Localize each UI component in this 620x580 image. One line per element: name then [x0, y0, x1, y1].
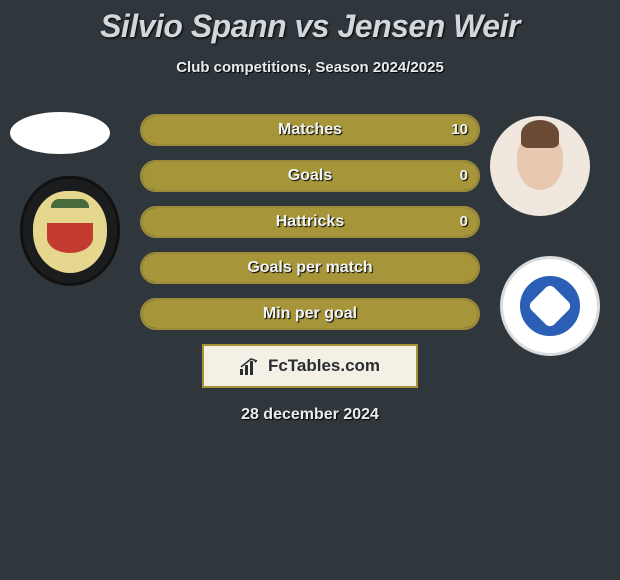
stat-bar: Min per goal [140, 298, 480, 330]
player-right-photo [490, 116, 590, 216]
face-icon [517, 134, 563, 190]
stat-label: Min per goal [142, 300, 478, 328]
watermark-badge: FcTables.com [202, 344, 418, 388]
stat-value-right: 10 [451, 116, 468, 144]
stat-value-right: 0 [460, 208, 468, 236]
stat-bar: Goals per match [140, 252, 480, 284]
comparison-title: Silvio Spann vs Jensen Weir [0, 0, 620, 45]
wrexham-crest-icon [33, 191, 107, 273]
stat-value-right: 0 [460, 162, 468, 190]
club-badge-left [20, 176, 120, 286]
stat-label: Goals [142, 162, 478, 190]
stat-label: Matches [142, 116, 478, 144]
stat-bar: Hattricks0 [140, 206, 480, 238]
comparison-subtitle: Club competitions, Season 2024/2025 [0, 59, 620, 76]
stat-label: Hattricks [142, 208, 478, 236]
chart-icon [240, 357, 262, 375]
player-left-photo [10, 112, 110, 154]
comparison-date: 28 december 2024 [0, 406, 620, 424]
club-badge-right [500, 256, 600, 356]
stat-label: Goals per match [142, 254, 478, 282]
watermark-text: FcTables.com [268, 356, 380, 376]
comparison-content: Matches10Goals0Hattricks0Goals per match… [0, 106, 620, 424]
wigan-crest-icon [517, 273, 583, 339]
stat-bars: Matches10Goals0Hattricks0Goals per match… [140, 106, 480, 330]
stat-bar: Goals0 [140, 160, 480, 192]
stat-bar: Matches10 [140, 114, 480, 146]
